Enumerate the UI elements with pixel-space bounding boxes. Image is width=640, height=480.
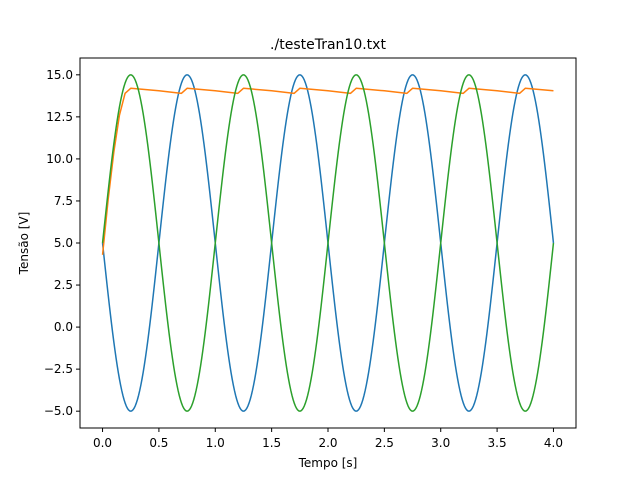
x-tick-label: 2.0 xyxy=(318,436,337,450)
x-tick-label: 3.0 xyxy=(431,436,450,450)
x-tick-label: 0.0 xyxy=(93,436,112,450)
y-tick-label: 0.0 xyxy=(54,320,73,334)
y-tick-label: 7.5 xyxy=(54,194,73,208)
x-tick-label: 4.0 xyxy=(544,436,563,450)
x-tick-label: 1.0 xyxy=(206,436,225,450)
y-axis-label: Tensão [V] xyxy=(17,212,31,276)
series-layer xyxy=(101,74,555,412)
y-tick-label: −5.0 xyxy=(44,404,73,418)
y-tick-label: 5.0 xyxy=(54,236,73,250)
x-axis-ticks: 0.0 0.5 1.0 1.5 2.0 2.5 3.0 3.5 4.0 xyxy=(93,428,563,450)
x-tick-label: 1.5 xyxy=(262,436,281,450)
chart-title: ./testeTran10.txt xyxy=(270,37,386,53)
series-line-2 xyxy=(101,87,554,255)
series-line-3 xyxy=(101,74,555,412)
x-tick-label: 3.5 xyxy=(488,436,507,450)
y-tick-label: 10.0 xyxy=(46,152,73,166)
x-tick-label: 2.5 xyxy=(375,436,394,450)
y-axis-ticks: −5.0 −2.5 0.0 2.5 5.0 7.5 10.0 12.5 15.0 xyxy=(44,68,80,418)
x-axis-label: Tempo [s] xyxy=(298,456,358,470)
y-tick-label: 15.0 xyxy=(46,68,73,82)
y-tick-label: 2.5 xyxy=(54,278,73,292)
x-tick-label: 0.5 xyxy=(149,436,168,450)
y-tick-label: 12.5 xyxy=(46,110,73,124)
y-tick-label: −2.5 xyxy=(44,362,73,376)
